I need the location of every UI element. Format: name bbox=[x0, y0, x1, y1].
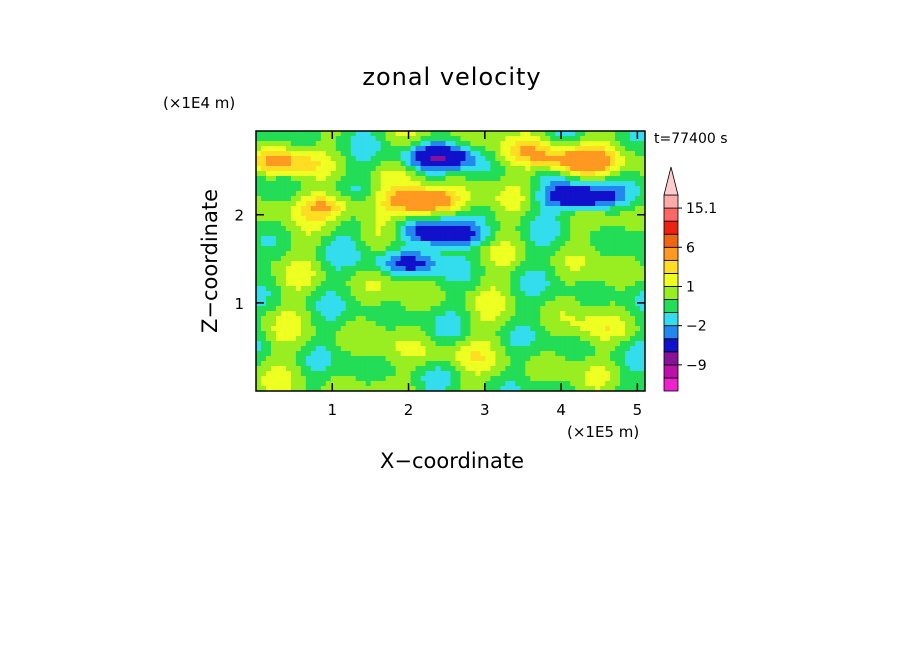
contour-field bbox=[256, 131, 645, 391]
y-tick-label: 1 bbox=[234, 295, 244, 313]
x-axis-ticks: 1 2 3 4 5 bbox=[328, 131, 643, 419]
time-label: t=77400 s bbox=[654, 131, 728, 147]
colorbar-segment bbox=[663, 194, 679, 209]
colorbar: 15.1 6 1 −2 −9 bbox=[663, 166, 717, 392]
colorbar-tick-label: −9 bbox=[686, 358, 707, 374]
y-axis-label: Z−coordinate bbox=[198, 189, 222, 333]
colorbar-segment bbox=[663, 286, 679, 300]
colorbar-segment bbox=[663, 207, 679, 222]
colorbar-arrow bbox=[663, 166, 679, 196]
colorbar-segment bbox=[663, 364, 679, 379]
x-tick-label: 4 bbox=[556, 401, 566, 419]
colorbar-segment bbox=[663, 233, 679, 248]
x-axis-label: X−coordinate bbox=[380, 449, 524, 473]
x-tick-label: 2 bbox=[404, 401, 414, 419]
x-tick-label: 5 bbox=[633, 401, 643, 419]
colorbar-segment bbox=[663, 325, 679, 340]
colorbar-tick-label: −2 bbox=[686, 319, 707, 335]
colorbar-segment bbox=[663, 220, 679, 235]
chart-title: zonal velocity bbox=[362, 63, 541, 91]
colorbar-segment bbox=[663, 246, 679, 261]
x-axis-unit: (×1E5 m) bbox=[567, 423, 639, 441]
colorbar-segment bbox=[663, 351, 679, 366]
colorbar-segment bbox=[663, 377, 679, 392]
colorbar-segment bbox=[663, 312, 679, 327]
colorbar-segment bbox=[663, 259, 679, 274]
colorbar-segment bbox=[663, 272, 679, 287]
x-tick-label: 3 bbox=[480, 401, 490, 419]
colorbar-tick-label: 6 bbox=[686, 240, 695, 256]
colorbar-tick-label: 1 bbox=[686, 279, 695, 295]
colorbar-segment bbox=[663, 338, 679, 353]
x-tick-label: 1 bbox=[328, 401, 338, 419]
y-tick-label: 2 bbox=[234, 207, 244, 225]
plot-frame bbox=[255, 130, 646, 392]
colorbar-tick-label: 15.1 bbox=[686, 201, 717, 217]
colorbar-segment bbox=[663, 299, 679, 313]
y-axis-unit: (×1E4 m) bbox=[163, 94, 235, 112]
y-axis-ticks: 12 bbox=[234, 207, 645, 313]
